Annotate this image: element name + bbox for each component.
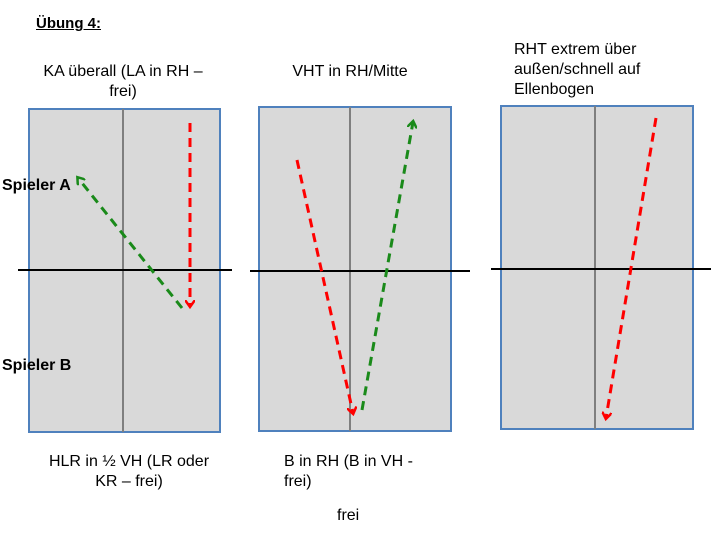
table-2-surface (258, 106, 452, 432)
extra-label: frei (337, 507, 360, 524)
table-3-surface (500, 105, 694, 430)
table-3-red-arrow (606, 117, 658, 418)
table-3-top-label: RHT extrem über außen/schnell auf Ellenb… (514, 41, 641, 98)
table-1-bottom-label: HLR in ½ VH (LR oder KR – frei) (48, 453, 210, 490)
player-a-label: Spieler A (2, 177, 71, 194)
table-3 (491, 105, 711, 430)
table-2-green-arrow (360, 122, 413, 411)
exercise-title: Übung 4: (36, 15, 101, 32)
table-2 (250, 106, 470, 432)
table-2-red-arrow (295, 159, 353, 413)
table-1 (18, 108, 232, 433)
table-2-top-label: VHT in RH/Mitte (292, 63, 408, 80)
table-2-bottom-label: B in RH (B in VH - frei) (284, 453, 413, 490)
table-1-green-arrow (78, 178, 184, 309)
player-b-label: Spieler B (2, 357, 72, 374)
table-1-top-label: KA überall (LA in RH – frei) (43, 63, 203, 100)
